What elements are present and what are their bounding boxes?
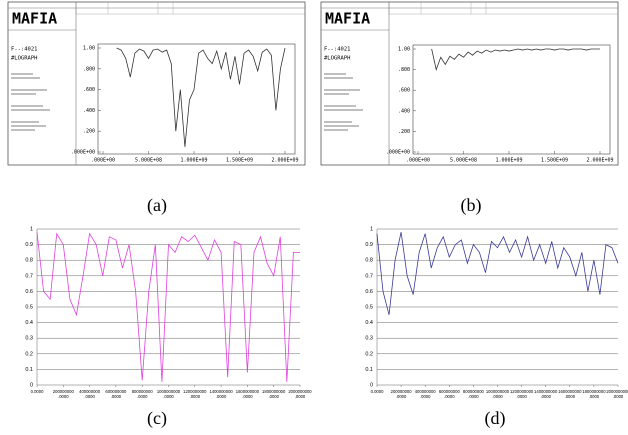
y-tick-label: .800 <box>398 67 410 73</box>
y-tick-label: 0.7 <box>25 273 33 279</box>
x-tick-label: 1800000000.0000 <box>262 389 286 399</box>
y-tick-label: .000E+00 <box>386 150 410 156</box>
y-tick-label: 0.5 <box>25 304 33 310</box>
caption: (c) <box>147 408 167 429</box>
x-tick-label: 600000000.0000 <box>439 389 461 399</box>
y-tick-label: .000E+00 <box>71 150 95 156</box>
x-tick-label: 2000000000.0000 <box>606 389 628 399</box>
x-tick-label: 1800000000.0000 <box>582 389 606 399</box>
x-tick-label: 5.000E+08 <box>450 158 477 164</box>
y-tick-label: 0.8 <box>365 258 373 264</box>
y-tick-label: 0.9 <box>365 242 373 248</box>
y-tick-label: 0.3 <box>25 336 33 342</box>
y-tick-label: 0.8 <box>25 258 33 264</box>
x-tick-label: 2000000000.0000 <box>288 389 312 399</box>
x-tick-label: 5.000E+08 <box>135 158 162 164</box>
x-tick-label: 1000000000.0000 <box>486 389 510 399</box>
y-tick-label: 0.4 <box>25 320 33 326</box>
x-tick-label: 600000000.0000 <box>105 389 127 399</box>
y-tick-label: 0.4 <box>365 320 373 326</box>
y-tick-label: 0.5 <box>365 304 373 310</box>
x-tick-label: .000E+00 <box>91 158 115 164</box>
x-tick-label: 1400000000.0000 <box>534 389 558 399</box>
panel-frame <box>7 1 306 166</box>
sidebar-label: F--:4021 <box>324 47 351 53</box>
panel-frame <box>320 1 619 166</box>
caption: (d) <box>485 408 506 429</box>
y-tick-label: .600 <box>398 88 410 94</box>
y-tick-label: 0.6 <box>25 289 33 295</box>
x-tick-label: 1400000000.0000 <box>209 389 233 399</box>
x-tick-label: 200000000.0000 <box>391 389 413 399</box>
x-tick-label: 0.0000 <box>371 389 384 394</box>
x-tick-label: 1.000E+09 <box>180 158 207 164</box>
x-tick-label: 1.500E+09 <box>541 158 568 164</box>
caption: (a) <box>147 195 167 216</box>
y-tick-label: .400 <box>83 108 95 114</box>
y-tick-label: 1.00 <box>398 47 410 53</box>
y-tick-label: .400 <box>398 108 410 114</box>
sidebar-label: #LOGRAPH <box>324 56 351 62</box>
y-tick-label: 0 <box>30 382 33 388</box>
y-tick-label: .800 <box>83 66 95 72</box>
plot-frame <box>412 44 611 155</box>
x-tick-label: 800000000.0000 <box>463 389 485 399</box>
sidebar-label: #LOGRAPH <box>11 56 38 62</box>
y-tick-label: 0.9 <box>25 242 33 248</box>
y-tick-label: 1 <box>30 226 33 232</box>
y-tick-label: 0.2 <box>365 351 373 357</box>
data-line <box>376 232 619 315</box>
y-tick-label: 1.00 <box>83 46 95 52</box>
plot-frame <box>97 43 296 155</box>
y-tick-label: 0.7 <box>365 273 373 279</box>
x-tick-label: 1.500E+09 <box>226 158 253 164</box>
y-tick-label: 0.2 <box>25 351 33 357</box>
x-tick-label: 1200000000.0000 <box>510 389 534 399</box>
caption: (b) <box>461 195 482 216</box>
y-tick-label: 1 <box>370 226 373 232</box>
x-tick-label: 800000000.0000 <box>132 389 154 399</box>
y-tick-label: .200 <box>398 129 410 135</box>
data-line <box>431 48 600 72</box>
y-tick-label: 0.6 <box>365 289 373 295</box>
data-line <box>36 232 300 382</box>
x-tick-label: .000E+00 <box>406 158 430 164</box>
x-tick-label: 1200000000.0000 <box>183 389 207 399</box>
logo: MAFIA <box>325 10 370 28</box>
sidebar-label: F--:4021 <box>11 47 38 53</box>
x-tick-label: 1000000000.0000 <box>157 389 181 399</box>
x-tick-label: 1600000000.0000 <box>236 389 260 399</box>
x-tick-label: 2.000E+09 <box>271 158 298 164</box>
y-tick-label: .600 <box>83 87 95 93</box>
x-tick-label: 200000000.0000 <box>53 389 75 399</box>
y-tick-label: 0 <box>370 382 373 388</box>
y-tick-label: 0.1 <box>365 367 373 373</box>
x-tick-label: 1600000000.0000 <box>558 389 582 399</box>
y-tick-label: .200 <box>83 129 95 135</box>
x-tick-label: 400000000.0000 <box>415 389 437 399</box>
x-tick-label: 2.000E+09 <box>586 158 613 164</box>
data-line <box>116 47 286 147</box>
logo: MAFIA <box>12 10 57 28</box>
y-tick-label: 0.3 <box>365 336 373 342</box>
x-tick-label: 400000000.0000 <box>79 389 101 399</box>
x-tick-label: 1.000E+09 <box>495 158 522 164</box>
x-tick-label: 0.0000 <box>31 389 44 394</box>
y-tick-label: 0.1 <box>25 367 33 373</box>
